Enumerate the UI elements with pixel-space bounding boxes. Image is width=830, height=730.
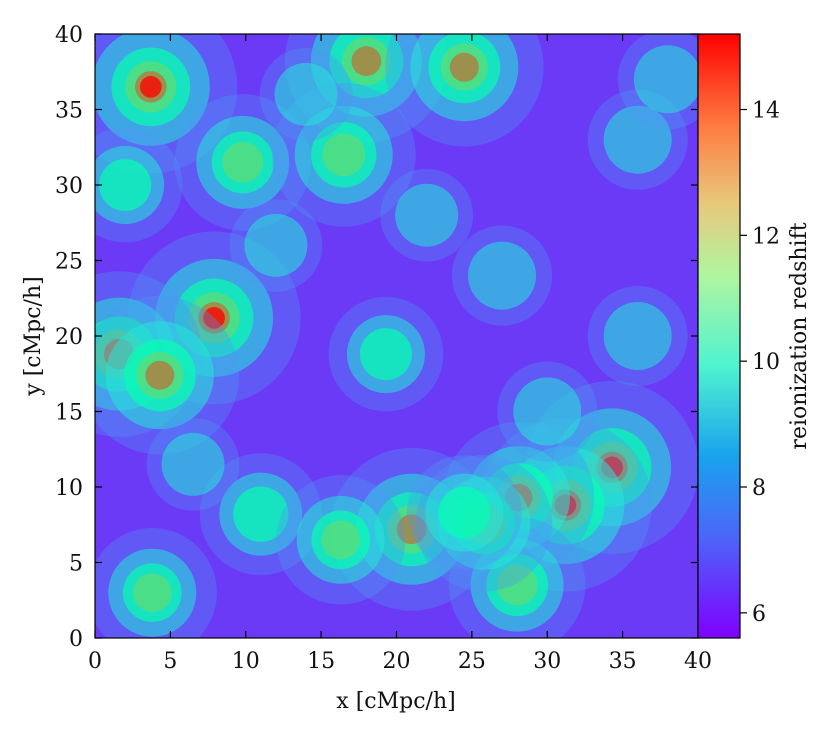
colorbar-label: reionization redshift <box>787 222 812 449</box>
hotspot-contour <box>233 486 289 542</box>
heatmap-hotspot <box>174 94 312 231</box>
colorbar-tick-label: 12 <box>752 224 780 249</box>
heatmap-hotspot <box>199 453 322 576</box>
hotspot-contour <box>513 377 582 446</box>
hotspot-contour <box>395 183 459 247</box>
heatmap-hotspot <box>276 475 406 605</box>
heatmap-hotspot <box>146 417 240 511</box>
y-tick-label: 5 <box>69 552 83 577</box>
heatmap-hotspot <box>95 127 183 243</box>
y-tick-label: 40 <box>55 23 83 48</box>
y-tick-label: 15 <box>55 401 83 426</box>
hotspot-contour <box>496 564 538 606</box>
y-tick-label: 35 <box>55 99 83 124</box>
hotspot-contour <box>359 328 412 381</box>
heatmap-hotspot <box>380 168 474 262</box>
x-tick-label: 10 <box>232 649 260 674</box>
hotspot-contour <box>161 432 225 496</box>
hotspot-contour <box>139 76 162 98</box>
x-tick-label: 0 <box>88 649 102 674</box>
x-tick-label: 35 <box>609 649 637 674</box>
heatmap-hotspot <box>451 225 553 326</box>
heatmap-hotspot <box>385 34 544 147</box>
heatmap-hotspot <box>95 34 238 174</box>
x-axis-ticks: 0 5 10 15 20 25 30 35 40 <box>88 34 712 674</box>
x-tick-label: 5 <box>163 649 177 674</box>
hotspot-contour <box>351 46 382 77</box>
heatmap-plot-area: 0 5 10 15 20 25 30 35 40 0 5 10 15 20 25 30 35 40 <box>55 23 712 674</box>
hotspot-contour <box>203 307 225 329</box>
colorbar-tick-label: 14 <box>752 99 780 124</box>
colorbar: 6 8 10 12 14 reionization redshift <box>697 33 812 639</box>
heatmap-hotspot <box>617 34 698 130</box>
colorbar-ticks: 6 8 10 12 14 <box>740 99 780 627</box>
x-tick-label: 20 <box>383 649 411 674</box>
y-tick-label: 25 <box>55 250 83 275</box>
colorbar-tick-label: 10 <box>752 350 780 375</box>
hotspot-contour <box>603 105 672 174</box>
y-tick-label: 10 <box>55 476 83 501</box>
x-tick-label: 15 <box>307 649 335 674</box>
hotspot-contour <box>99 159 152 211</box>
y-tick-label: 30 <box>55 174 83 199</box>
hotspot-contour <box>603 302 672 370</box>
hotspot-contour <box>633 45 698 114</box>
heatmap-hotspot <box>587 285 688 387</box>
colorbar-tick-label: 8 <box>752 476 766 501</box>
heatmap-hotspot <box>229 198 323 292</box>
hotspot-contour <box>468 241 537 310</box>
hotspot-contour <box>244 213 308 277</box>
hotspot-contour <box>321 520 361 560</box>
x-tick-label: 30 <box>533 649 561 674</box>
y-tick-label: 20 <box>55 325 83 350</box>
hotspot-contour <box>132 573 172 613</box>
x-tick-label: 25 <box>458 649 486 674</box>
y-tick-label: 0 <box>69 627 83 652</box>
hotspot-contour <box>438 486 491 539</box>
x-axis-label: x [cMpc/h] <box>336 689 455 714</box>
heatmap-hotspot <box>587 89 688 190</box>
y-axis-label: y [cMpc/h] <box>21 276 46 396</box>
heatmap-hotspot <box>259 47 353 141</box>
heatmap-hotspot <box>284 34 448 143</box>
heatmap-field <box>95 34 698 638</box>
hotspot-contour <box>449 52 479 82</box>
colorbar-tick-label: 6 <box>752 602 766 627</box>
colorbar-gradient <box>697 33 741 639</box>
heatmap-hotspot <box>406 455 522 571</box>
heatmap-hotspot <box>95 528 217 638</box>
heatmap-hotspot <box>497 361 598 462</box>
hotspot-contour <box>145 360 175 390</box>
hotspot-contour <box>322 133 366 177</box>
hotspot-contour <box>274 62 338 126</box>
heatmap-hotspot <box>328 296 444 412</box>
x-tick-label: 40 <box>684 649 712 674</box>
hotspot-contour <box>396 514 427 545</box>
heatmap-hotspot <box>95 296 240 455</box>
hotspot-contour <box>222 141 264 183</box>
y-axis-ticks: 0 5 10 15 20 25 30 35 40 <box>55 23 698 652</box>
